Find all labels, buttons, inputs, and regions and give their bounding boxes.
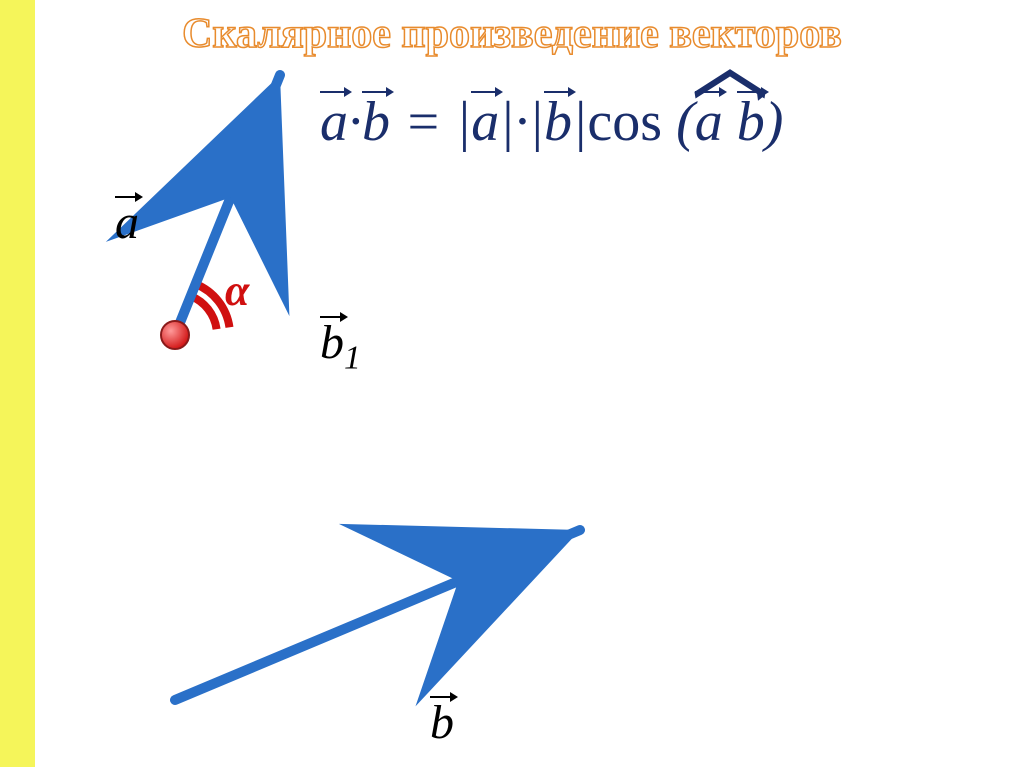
formula-cos: cos [587,91,662,153]
label-b-text: b [430,695,454,750]
angle-arc-inner [191,296,217,329]
label-a: a [115,195,139,250]
formula-eq: = [390,91,456,153]
dot-product-formula: a·b = |a|·|b|cos (a b) [320,90,783,154]
formula-paren-o: ( [662,91,695,153]
formula-dot2: · [515,91,529,153]
formula-abs-c2: | [572,91,587,153]
origin-dot [161,321,189,349]
formula-dot: · [348,91,362,153]
label-b: b [430,695,454,750]
label-a-text: a [115,195,139,250]
label-alpha: α [225,265,249,316]
formula-vec-b3: b [737,90,765,154]
label-b1-text: b [320,315,344,370]
formula-abs-o2: | [529,91,544,153]
formula-vec-a3: a [695,90,723,154]
formula-angle-ab: a b [695,90,765,154]
label-b1: b1 [320,315,361,378]
page-title: Скалярное произведение векторов [0,10,1024,58]
formula-vec-a2: a [471,90,499,154]
page-root: Скалярное произведение векторов a·b = |a… [0,0,1024,767]
vector-b [175,530,580,700]
formula-abs-c1: | [499,91,514,153]
formula-paren-c: ) [765,91,784,153]
formula-vec-b2: b [544,90,572,154]
label-b1-base: b [320,316,344,369]
formula-vec-b: b [362,90,390,154]
label-b1-sub: 1 [344,340,361,377]
formula-vec-a: a [320,90,348,154]
formula-abs-o1: | [456,91,471,153]
